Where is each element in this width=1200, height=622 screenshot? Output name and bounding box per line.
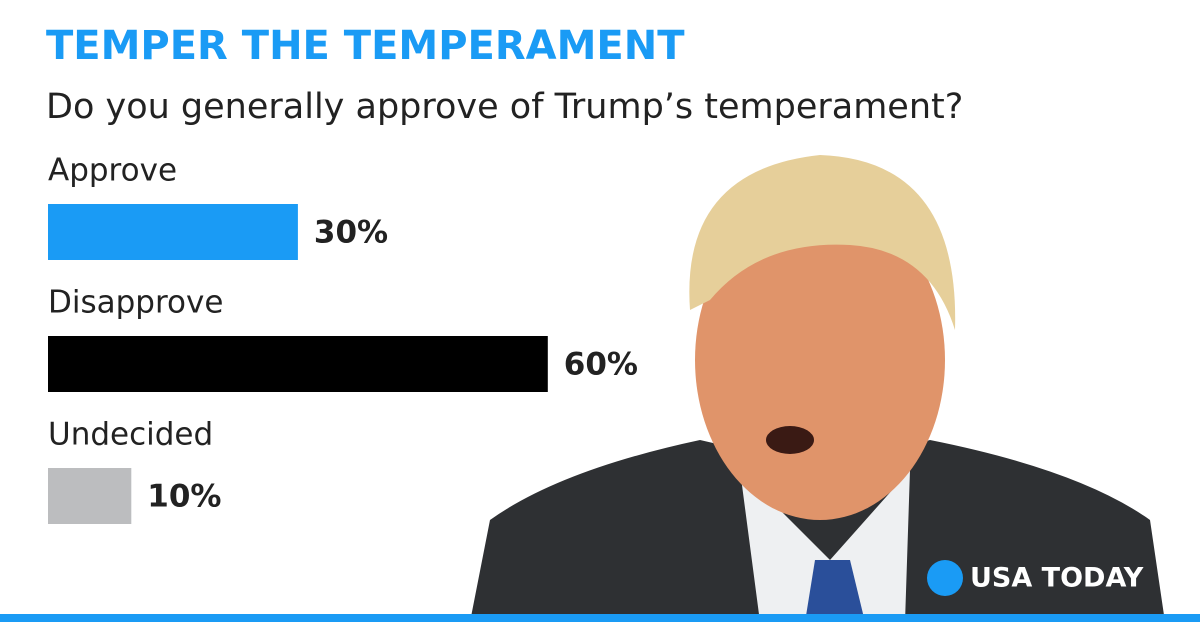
value-label: 30% <box>314 215 388 251</box>
bottom-strip <box>0 614 1200 622</box>
logo-dot <box>927 560 963 596</box>
chart-subtitle: Do you generally approve of Trump’s temp… <box>46 87 963 127</box>
tie <box>805 560 865 622</box>
bar <box>48 336 548 392</box>
bar <box>48 468 132 524</box>
value-label: 10% <box>147 479 221 515</box>
hair <box>689 155 956 330</box>
photo <box>470 155 1165 622</box>
shirt <box>740 470 910 622</box>
category-label: Undecided <box>48 417 213 453</box>
face <box>695 200 945 520</box>
mouth <box>766 426 814 454</box>
chart-title: TEMPER THE TEMPERAMENT <box>46 23 685 69</box>
bar <box>48 204 298 260</box>
suit <box>470 440 1165 622</box>
logo-text: USA TODAY <box>970 563 1144 594</box>
category-label: Disapprove <box>48 285 223 321</box>
category-label: Approve <box>48 153 177 189</box>
value-label: 60% <box>564 347 638 383</box>
